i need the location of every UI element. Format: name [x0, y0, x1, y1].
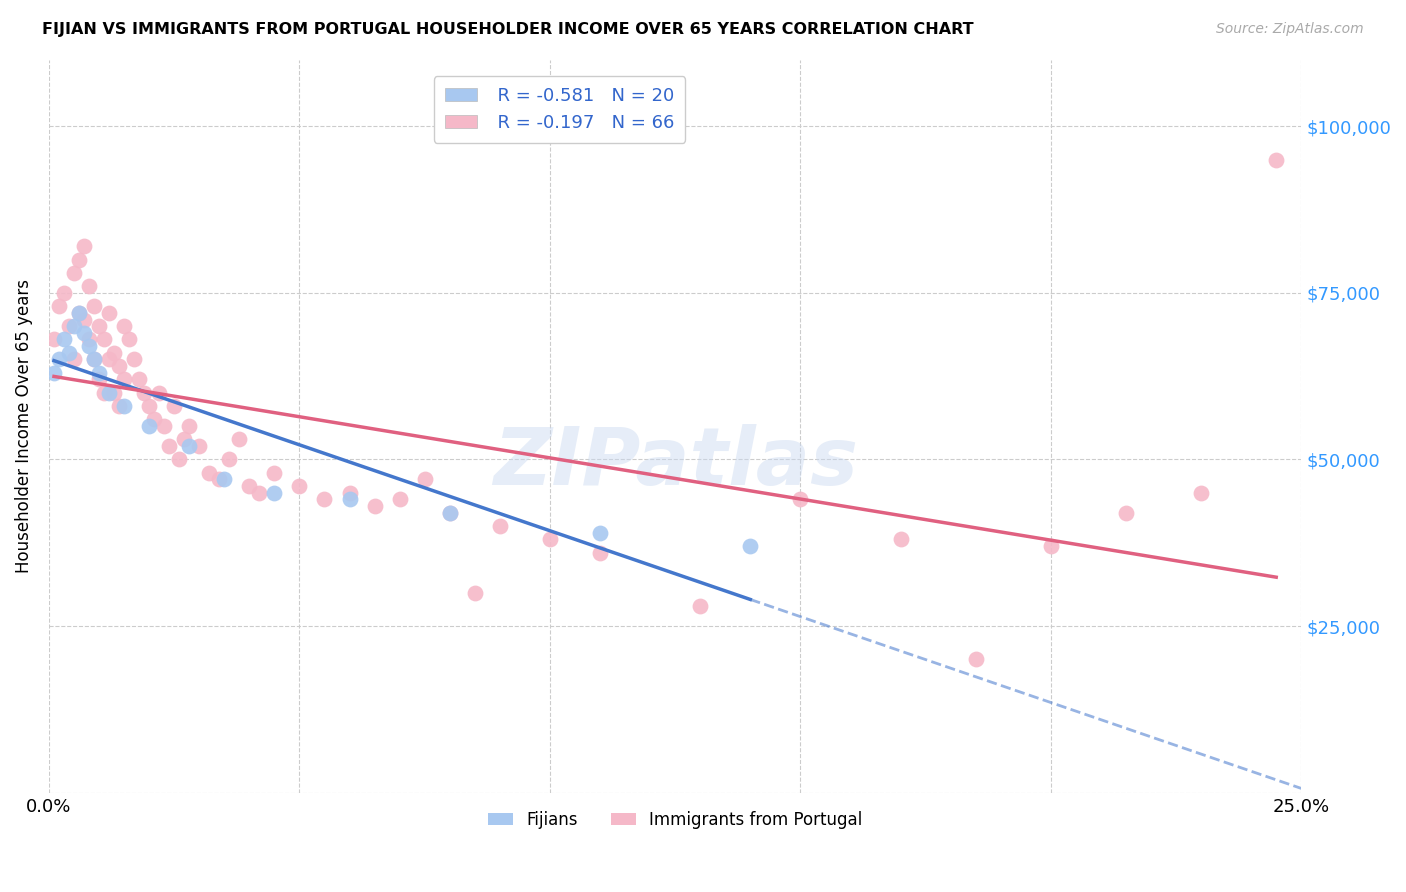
Point [167, 452, 190, 467]
Point [789, 492, 811, 507]
Point [464, 585, 486, 599]
Point [1189, 485, 1212, 500]
Point [63, 266, 86, 280]
Point [153, 419, 176, 434]
Point [214, 472, 236, 486]
Point [363, 499, 385, 513]
Point [83, 352, 105, 367]
Point [77, 339, 100, 353]
Point [42, 366, 65, 380]
Point [73, 312, 96, 326]
Point [134, 385, 156, 400]
Point [388, 492, 411, 507]
Point [67, 252, 90, 267]
Point [157, 439, 180, 453]
Point [98, 306, 121, 320]
Point [1039, 539, 1062, 553]
Point [488, 519, 510, 533]
Point [67, 306, 90, 320]
Point [108, 359, 131, 373]
Point [218, 452, 240, 467]
Point [118, 333, 141, 347]
Text: ZIPatlas: ZIPatlas [492, 424, 858, 502]
Point [263, 466, 285, 480]
Point [339, 492, 361, 507]
Point [689, 599, 711, 613]
Point [238, 479, 260, 493]
Point [173, 433, 195, 447]
Point [53, 333, 76, 347]
Point [58, 346, 80, 360]
Point [589, 525, 612, 540]
Point [48, 299, 70, 313]
Point [439, 506, 461, 520]
Point [228, 433, 250, 447]
Point [73, 239, 96, 253]
Point [538, 533, 561, 547]
Point [77, 333, 100, 347]
Point [48, 352, 70, 367]
Point [1265, 153, 1288, 167]
Point [93, 333, 115, 347]
Point [589, 546, 612, 560]
Point [179, 419, 201, 434]
Point [63, 352, 86, 367]
Point [87, 372, 110, 386]
Point [83, 299, 105, 313]
Point [93, 385, 115, 400]
Point [208, 472, 231, 486]
Legend: Fijians, Immigrants from Portugal: Fijians, Immigrants from Portugal [481, 805, 869, 836]
Point [128, 372, 150, 386]
Point [42, 333, 65, 347]
Text: FIJIAN VS IMMIGRANTS FROM PORTUGAL HOUSEHOLDER INCOME OVER 65 YEARS CORRELATION : FIJIAN VS IMMIGRANTS FROM PORTUGAL HOUSE… [42, 22, 974, 37]
Y-axis label: Householder Income Over 65 years: Householder Income Over 65 years [15, 279, 32, 574]
Point [58, 319, 80, 334]
Point [965, 652, 987, 666]
Point [740, 539, 762, 553]
Point [103, 346, 125, 360]
Point [53, 285, 76, 300]
Point [138, 399, 160, 413]
Point [163, 399, 186, 413]
Point [108, 399, 131, 413]
Point [143, 412, 166, 426]
Point [63, 319, 86, 334]
Point [339, 485, 361, 500]
Point [98, 385, 121, 400]
Point [439, 506, 461, 520]
Point [67, 306, 90, 320]
Point [83, 352, 105, 367]
Point [247, 485, 270, 500]
Point [263, 485, 285, 500]
Text: Source: ZipAtlas.com: Source: ZipAtlas.com [1216, 22, 1364, 37]
Point [138, 419, 160, 434]
Point [98, 352, 121, 367]
Point [188, 439, 211, 453]
Point [148, 385, 170, 400]
Point [112, 399, 135, 413]
Point [77, 279, 100, 293]
Point [122, 352, 145, 367]
Point [314, 492, 336, 507]
Point [413, 472, 436, 486]
Point [288, 479, 311, 493]
Point [889, 533, 911, 547]
Point [87, 366, 110, 380]
Point [87, 319, 110, 334]
Point [1115, 506, 1137, 520]
Point [112, 319, 135, 334]
Point [112, 372, 135, 386]
Point [73, 326, 96, 340]
Point [179, 439, 201, 453]
Point [198, 466, 221, 480]
Point [103, 385, 125, 400]
